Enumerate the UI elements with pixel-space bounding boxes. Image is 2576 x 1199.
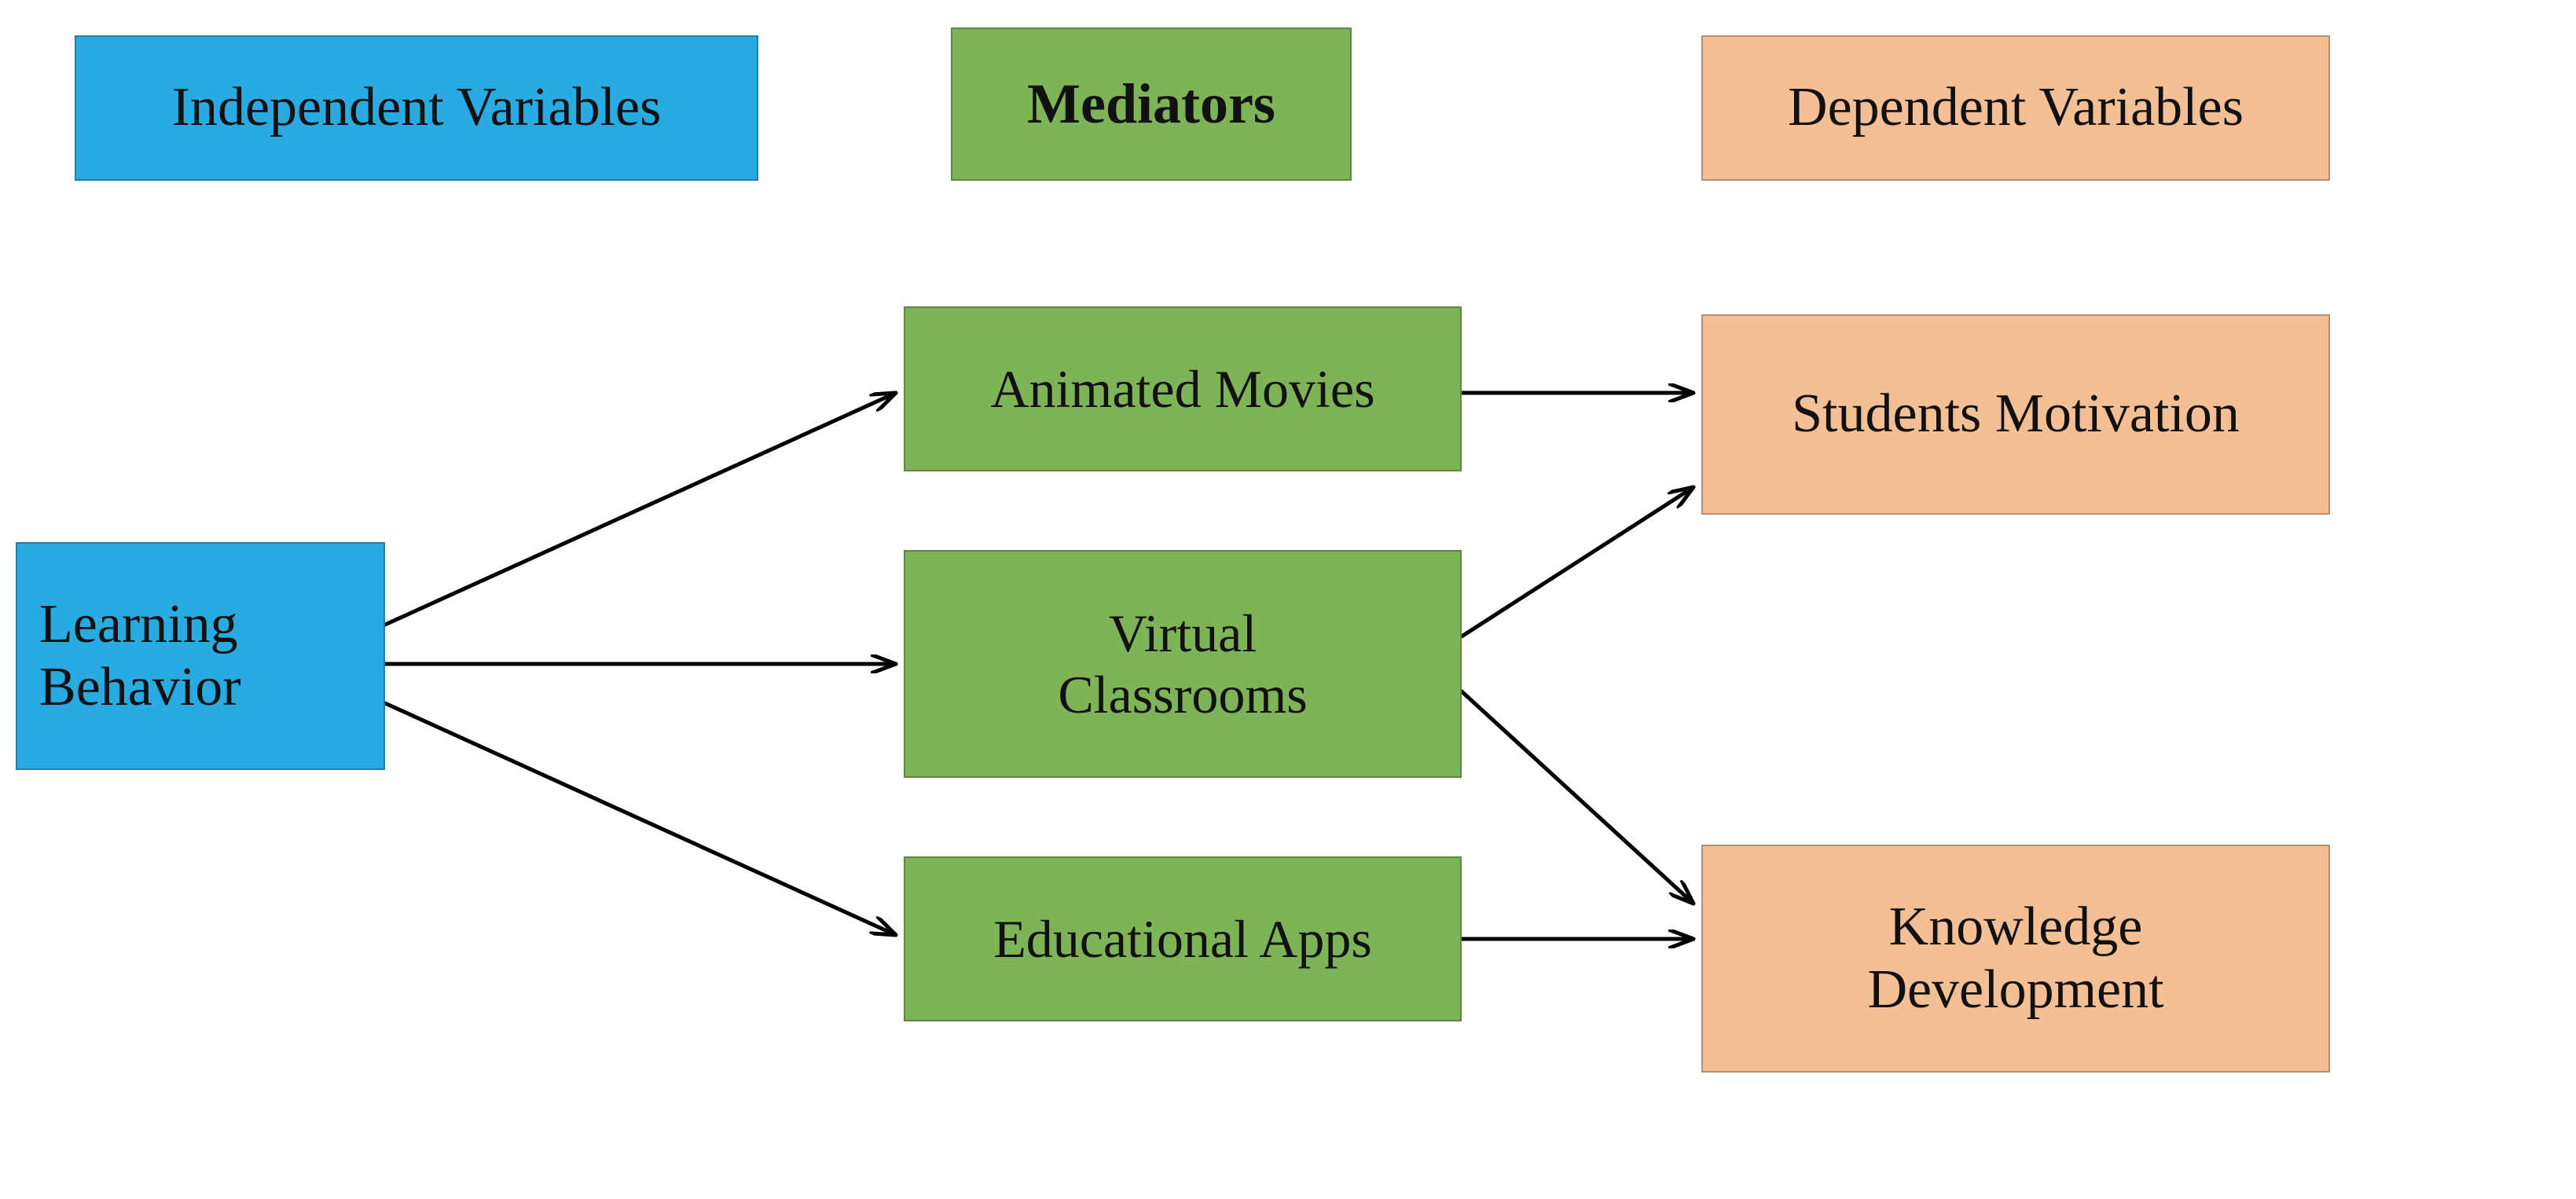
header-independent: Independent Variables bbox=[75, 35, 758, 181]
node-educational-apps-label: Educational Apps bbox=[993, 908, 1372, 970]
node-virtual-classrooms-label: VirtualClassrooms bbox=[1058, 603, 1307, 725]
node-knowledge-development: KnowledgeDevelopment bbox=[1701, 845, 2330, 1072]
diagram-canvas: Independent Variables Mediators Dependen… bbox=[0, 0, 2576, 1199]
header-mediators-label: Mediators bbox=[1027, 72, 1275, 137]
node-educational-apps: Educational Apps bbox=[904, 856, 1462, 1021]
header-dependent-label: Dependent Variables bbox=[1788, 76, 2244, 140]
edge-virtual-to-motivation bbox=[1462, 487, 1693, 636]
header-dependent: Dependent Variables bbox=[1701, 35, 2330, 181]
node-students-motivation: Students Motivation bbox=[1701, 314, 2330, 515]
node-virtual-classrooms: VirtualClassrooms bbox=[904, 550, 1462, 778]
header-independent-label: Independent Variables bbox=[172, 76, 662, 140]
node-students-motivation-label: Students Motivation bbox=[1792, 383, 2240, 446]
node-learning-behavior: LearningBehavior bbox=[16, 542, 385, 770]
node-animated-movies-label: Animated Movies bbox=[990, 358, 1374, 420]
node-knowledge-development-label: KnowledgeDevelopment bbox=[1867, 896, 2163, 1022]
node-animated-movies: Animated Movies bbox=[904, 306, 1462, 471]
header-mediators: Mediators bbox=[951, 28, 1352, 181]
edge-virtual-to-knowledge bbox=[1462, 691, 1693, 904]
edge-learning-to-apps bbox=[385, 703, 896, 935]
edge-learning-to-movies bbox=[385, 393, 896, 625]
node-learning-behavior-label: LearningBehavior bbox=[39, 593, 241, 720]
